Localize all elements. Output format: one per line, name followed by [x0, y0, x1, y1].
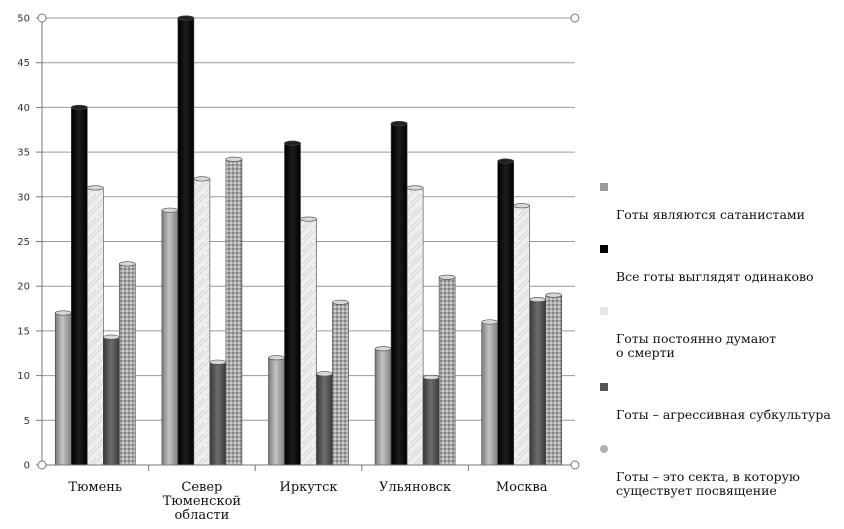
bar: [300, 218, 317, 466]
legend-swatch: [600, 383, 608, 391]
legend-label: Все готы выглядят одинаково: [616, 269, 814, 284]
axis-handle: [570, 460, 580, 470]
bar: [316, 373, 333, 466]
bar-cap: [284, 140, 301, 146]
bar-cap: [268, 355, 285, 361]
bar-cap: [119, 261, 136, 267]
y-tick-label: 25: [17, 237, 30, 248]
x-category-label: Ульяновск: [379, 480, 451, 495]
bar: [529, 299, 547, 466]
bar: [87, 187, 104, 466]
bar: [374, 348, 392, 466]
bar-cap: [225, 156, 243, 162]
bar: [422, 377, 440, 466]
bar-cap: [177, 15, 195, 21]
bar-cap: [497, 158, 515, 164]
bar: [161, 209, 179, 466]
bar-cap: [422, 374, 440, 380]
bar-cap: [529, 297, 547, 303]
bar-cap: [390, 120, 408, 126]
bar: [193, 178, 211, 466]
legend-item-sect: Готы – это секта, в которую существует п…: [600, 442, 840, 498]
axis-handle: [570, 13, 580, 23]
bar-cap: [316, 371, 333, 377]
bar: [268, 357, 285, 466]
x-axis-categories: Тюмень Север Тюменской области Иркутск Ульяно…: [69, 465, 548, 523]
legend-label: Готы являются сатанистами: [616, 207, 805, 222]
legend-item-look-alike: Все готы выглядят одинаково: [600, 242, 840, 284]
y-tick-label: 30: [17, 192, 30, 203]
legend-label: Готы – агрессивная субкультура: [616, 407, 831, 422]
bar: [54, 312, 72, 466]
bar: [284, 142, 301, 466]
bar: [481, 321, 499, 466]
bars: [54, 15, 563, 466]
y-tick-label: 45: [17, 58, 30, 69]
bar-cap: [332, 299, 349, 305]
legend-swatch: [600, 245, 608, 253]
bar-cap: [87, 185, 104, 191]
x-category-label: Север Тюменской области: [163, 480, 241, 523]
y-tick-label: 0: [24, 461, 30, 472]
y-tick-label: 5: [24, 416, 30, 427]
bar-cap: [103, 334, 120, 340]
bar-cap: [300, 216, 317, 222]
legend-item-death: Готы постоянно думают о смерти: [600, 304, 840, 360]
legend-swatch: [600, 445, 608, 453]
bar-cap: [209, 359, 227, 365]
bar: [177, 17, 195, 466]
y-tick-label: 10: [17, 371, 30, 382]
x-category-label: Тюмень: [69, 480, 123, 495]
axes: [37, 13, 580, 470]
bar: [103, 336, 120, 466]
bar: [406, 187, 424, 466]
x-category-label: Москва: [496, 480, 548, 495]
bar: [209, 361, 227, 466]
legend: Готы являются сатанистами Все готы выгля…: [600, 180, 840, 518]
y-tick-label: 40: [17, 103, 30, 114]
y-tick-label: 50: [17, 14, 30, 25]
legend-item-aggressive: Готы – агрессивная субкультура: [600, 380, 840, 422]
bar: [71, 107, 88, 466]
legend-label: Готы – это секта, в которую существует п…: [616, 469, 800, 498]
bar: [545, 294, 563, 466]
legend-swatch: [600, 183, 608, 191]
legend-swatch: [600, 307, 608, 315]
bar-cap: [406, 185, 424, 191]
x-category-label: Иркутск: [279, 480, 337, 495]
bar: [438, 276, 456, 466]
bar-cap: [193, 176, 211, 182]
bar: [332, 301, 349, 466]
bar-cap: [161, 207, 179, 213]
bar-cap: [54, 310, 72, 316]
bar-cap: [438, 274, 456, 280]
bar: [119, 263, 136, 466]
bar: [225, 158, 243, 466]
bar-cap: [545, 292, 563, 298]
y-tick-label: 20: [17, 282, 30, 293]
legend-item-satanists: Готы являются сатанистами: [600, 180, 840, 222]
y-tick-label: 35: [17, 148, 30, 159]
y-axis-ticks: 0 5 10 15 20 25 30 35 40 45 50: [17, 14, 42, 472]
bar: [513, 205, 531, 466]
legend-label: Готы постоянно думают о смерти: [616, 331, 777, 360]
bar: [390, 123, 408, 466]
bar-cap: [71, 104, 88, 110]
axis-handle: [37, 460, 47, 470]
axis-handle: [37, 13, 47, 23]
bar-cap: [374, 346, 392, 352]
bar-cap: [481, 319, 499, 325]
bar: [497, 160, 515, 466]
y-tick-label: 15: [17, 326, 30, 337]
bar-cap: [513, 203, 531, 209]
